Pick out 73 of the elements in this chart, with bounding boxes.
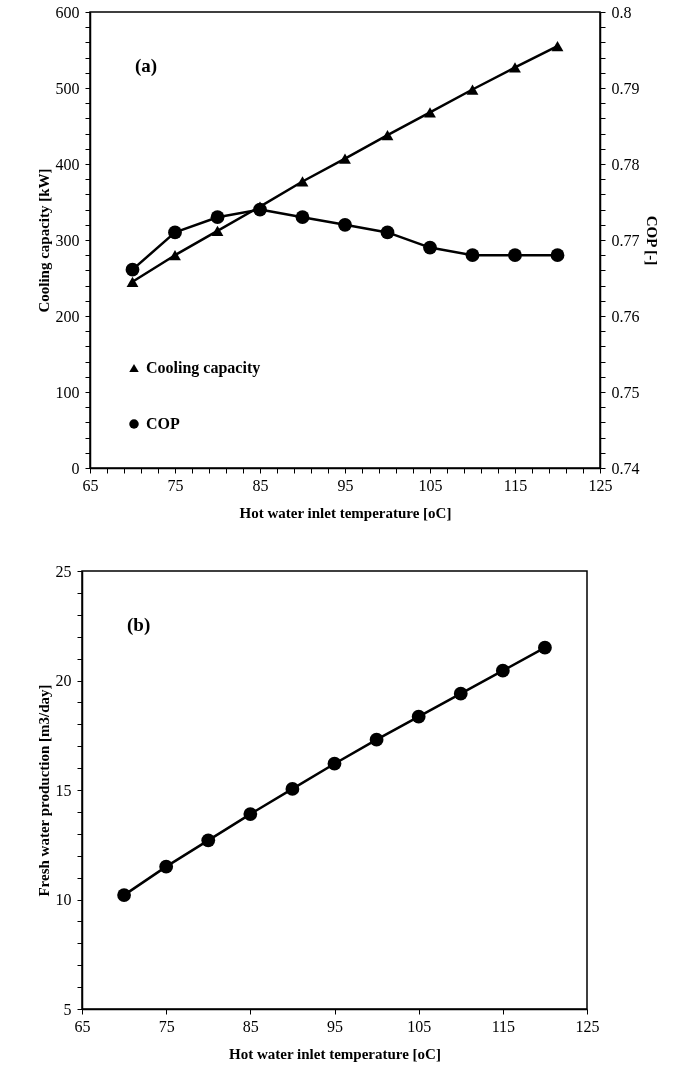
point <box>296 176 309 187</box>
annotation: (b) <box>127 614 151 636</box>
point <box>201 833 216 848</box>
point <box>339 153 351 164</box>
y-tick-label: 500 <box>55 79 80 97</box>
point <box>295 210 310 225</box>
x-tick-label: 105 <box>418 476 443 494</box>
point <box>381 130 394 141</box>
point <box>169 250 181 261</box>
x-tick-label: 115 <box>503 476 528 494</box>
legend-label: Cooling capacity <box>146 359 261 377</box>
x-tick-label: 95 <box>337 476 354 494</box>
x-tick-label: 65 <box>82 476 99 494</box>
point <box>508 248 522 263</box>
x-tick-label: 85 <box>252 476 269 494</box>
point <box>117 888 131 902</box>
y-tick-label: 10 <box>55 891 72 908</box>
y-tick-label: 5 <box>63 1000 72 1018</box>
x-tick-label: 115 <box>491 1017 516 1035</box>
x-tick-label: 65 <box>74 1017 91 1035</box>
point <box>285 782 300 796</box>
y2-tick-label: 0.75 <box>611 383 640 401</box>
x-tick-label: 95 <box>327 1017 343 1035</box>
annotation: (a) <box>135 55 158 77</box>
point <box>338 217 352 232</box>
point <box>243 807 258 821</box>
legend-label: COP <box>146 415 180 432</box>
y-tick-label: 100 <box>55 383 80 401</box>
point <box>126 276 139 287</box>
y2-tick-label: 0.77 <box>611 231 640 249</box>
point <box>551 41 564 52</box>
y2-tick-label: 0.78 <box>611 155 640 173</box>
y-tick-label: 25 <box>55 562 72 580</box>
point <box>495 663 510 678</box>
point <box>509 62 521 73</box>
y-tick-label: 300 <box>55 231 80 249</box>
x-axis-title: Hot water inlet temperature [oC] <box>229 1045 441 1062</box>
y-tick-label: 0 <box>71 459 80 477</box>
y2-tick-label: 0.76 <box>611 307 640 325</box>
y2-tick-label: 0.79 <box>611 79 640 97</box>
point <box>211 225 224 236</box>
point <box>380 225 395 240</box>
y2-tick-label: 0.8 <box>611 3 632 21</box>
y-tick-label: 400 <box>55 155 80 173</box>
point <box>253 202 267 217</box>
point <box>327 756 342 771</box>
x-tick-label: 75 <box>158 1017 175 1035</box>
y-tick-label: 600 <box>55 3 80 21</box>
x-tick-label: 125 <box>588 476 613 494</box>
y-tick-label: 200 <box>55 307 80 325</box>
point <box>423 240 437 255</box>
y-tick-label: 15 <box>55 781 72 799</box>
point <box>159 859 174 874</box>
y-axis-title: Cooling capacity [kW] <box>35 168 52 313</box>
point <box>550 248 565 263</box>
point <box>465 248 480 263</box>
y2-axis-title: COP [-] <box>643 215 660 266</box>
x-tick-label: 125 <box>575 1017 600 1035</box>
y2-tick-label: 0.74 <box>611 459 640 477</box>
point <box>411 709 426 724</box>
x-axis-title: Hot water inlet temperature [oC] <box>239 504 452 521</box>
x-tick-label: 85 <box>242 1017 259 1035</box>
point <box>453 686 468 701</box>
x-tick-label: 75 <box>167 476 184 494</box>
y-tick-label: 20 <box>55 672 72 689</box>
point <box>125 262 140 277</box>
point <box>210 210 225 225</box>
y-axis-title: Fresh water production [m3/day] <box>35 684 52 897</box>
point <box>538 640 552 655</box>
x-tick-label: 105 <box>407 1017 432 1035</box>
point <box>168 225 182 240</box>
point <box>369 732 384 747</box>
point <box>466 84 479 95</box>
